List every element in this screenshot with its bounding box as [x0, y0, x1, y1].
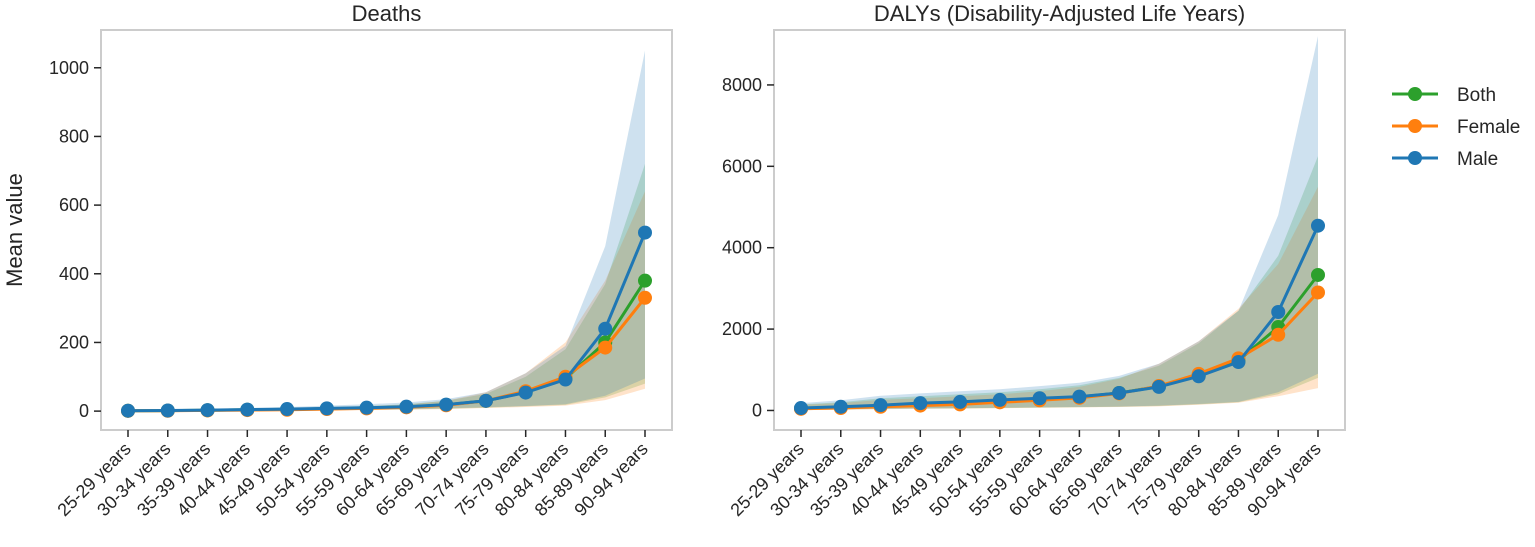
y-tick-label: 1000 — [49, 58, 89, 78]
legend: Both Female Male — [1392, 85, 1520, 170]
y-tick-label: 600 — [59, 195, 89, 215]
both-point — [638, 273, 652, 288]
male-point — [439, 397, 454, 412]
male-point — [833, 399, 848, 414]
axes-frame — [773, 29, 1346, 431]
y-tick-label: 400 — [59, 264, 89, 284]
male-point — [280, 402, 295, 417]
male-confidence-band — [801, 36, 1318, 410]
legend-label-male: Male — [1457, 149, 1498, 170]
y-tick-label: 8000 — [722, 75, 762, 95]
male-point — [1311, 218, 1325, 233]
male-point — [873, 398, 888, 413]
male-point — [638, 225, 652, 240]
y-tick-label: 800 — [59, 126, 89, 146]
male-point — [1072, 389, 1087, 404]
y-tick-label: 200 — [59, 332, 89, 352]
male-point — [121, 403, 135, 418]
male-point — [794, 401, 808, 416]
female-point — [598, 340, 613, 355]
male-point — [1271, 304, 1286, 319]
y-axis-label: Mean value — [2, 173, 27, 287]
male-point — [240, 402, 255, 417]
male-point — [478, 393, 493, 408]
male-confidence-band — [128, 50, 645, 412]
both-point — [1311, 267, 1325, 282]
male-point — [913, 396, 928, 411]
legend-marker-male — [1408, 151, 1422, 165]
male-point — [160, 403, 175, 418]
female-point — [1271, 327, 1286, 342]
male-point — [992, 392, 1007, 407]
y-tick-label: 2000 — [722, 319, 762, 339]
male-point — [1191, 369, 1206, 384]
chart-title: Deaths — [352, 1, 422, 26]
legend-label-female: Female — [1457, 117, 1520, 138]
male-point — [558, 372, 573, 387]
both-confidence-band — [801, 156, 1318, 410]
male-point — [598, 321, 613, 336]
male-point — [399, 399, 414, 414]
female-confidence-band — [801, 186, 1318, 411]
male-point — [200, 403, 215, 418]
male-point — [518, 385, 533, 400]
male-point — [1032, 391, 1047, 406]
y-tick-label: 6000 — [722, 156, 762, 176]
legend-label-both: Both — [1457, 85, 1496, 106]
female-confidence-band — [128, 191, 645, 412]
legend-marker-female — [1408, 119, 1422, 133]
legend-marker-both — [1408, 87, 1422, 101]
both-confidence-band — [128, 163, 645, 412]
male-point — [359, 400, 374, 415]
male-point — [1112, 385, 1127, 400]
y-tick-label: 0 — [79, 401, 89, 421]
axes-frame — [100, 29, 673, 431]
y-tick-label: 4000 — [722, 238, 762, 258]
male-point — [1151, 379, 1166, 394]
male-point — [1231, 355, 1246, 370]
chart-title: DALYs (Disability-Adjusted Life Years) — [874, 1, 1245, 26]
male-point — [953, 394, 968, 409]
female-point — [638, 290, 652, 305]
male-point — [319, 401, 334, 416]
female-point — [1311, 285, 1325, 300]
y-tick-label: 0 — [752, 400, 762, 420]
